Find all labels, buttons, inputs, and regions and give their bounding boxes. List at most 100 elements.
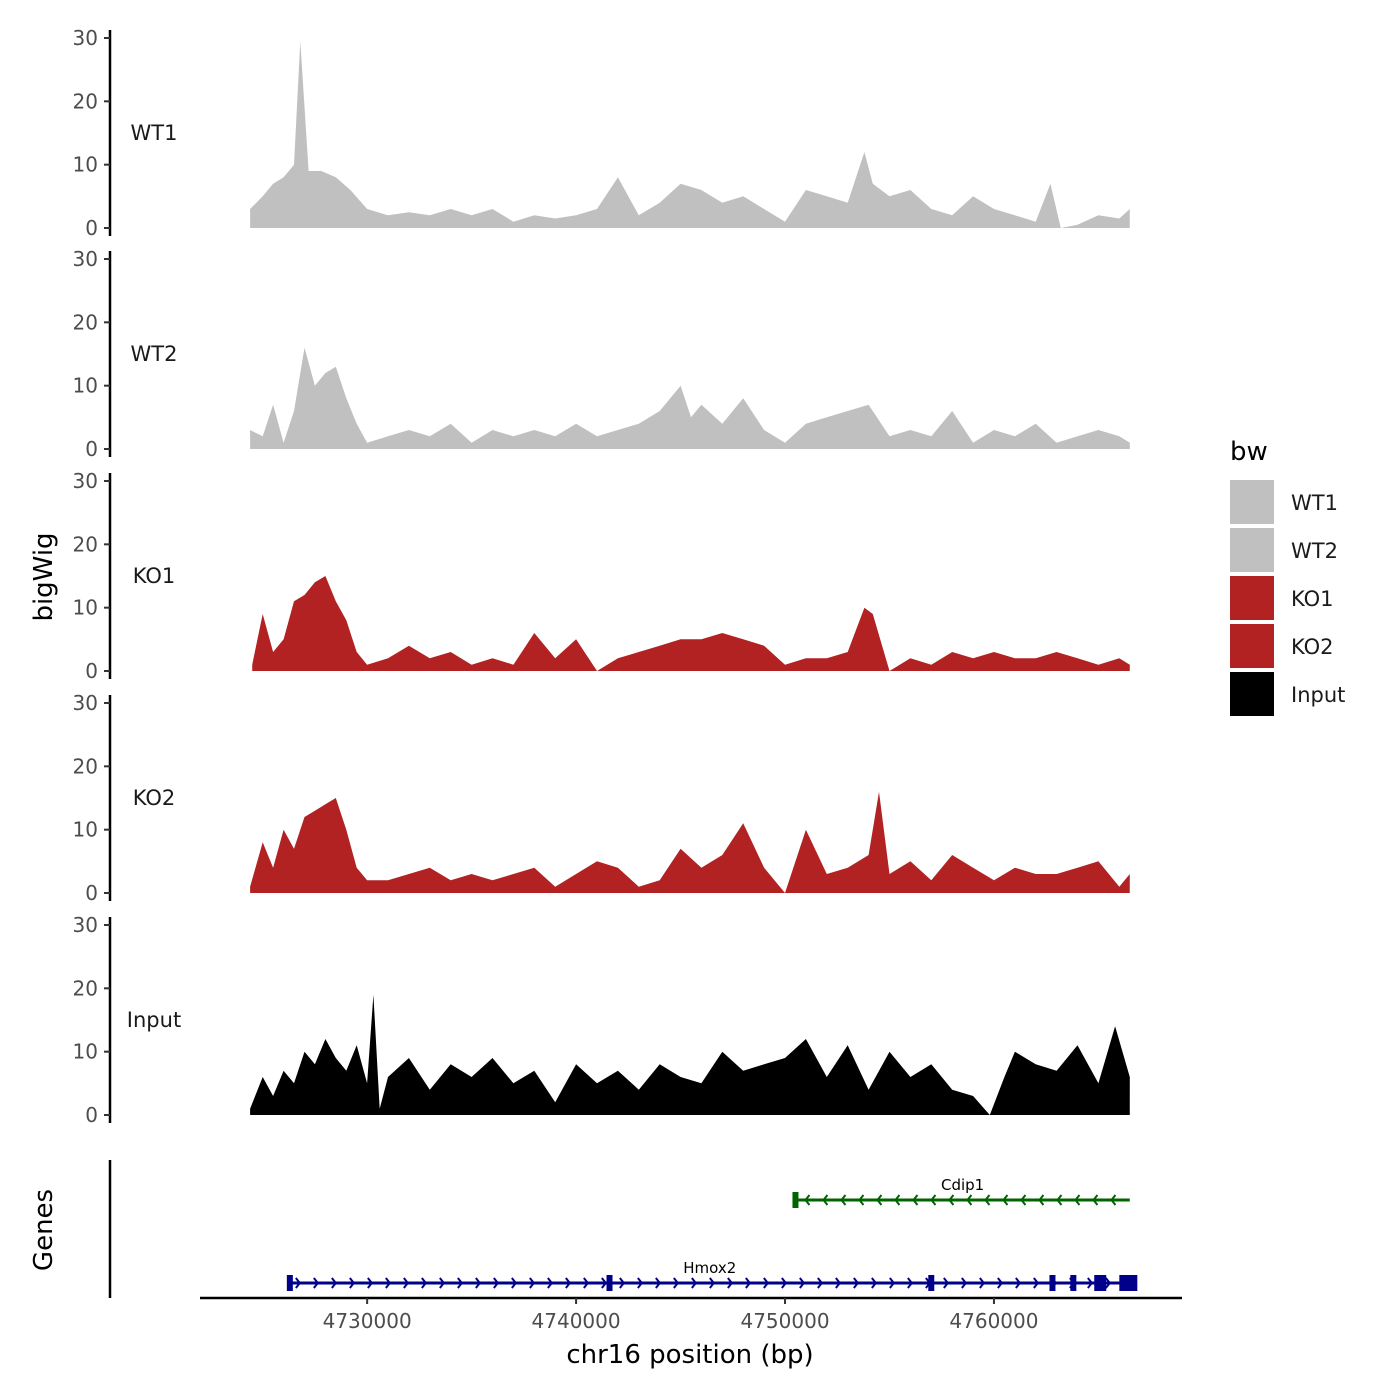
y-tick-label: 10 bbox=[73, 374, 98, 398]
strand-chevron bbox=[1033, 1277, 1040, 1289]
y-axis-title: bigWig bbox=[29, 532, 59, 621]
strand-chevron bbox=[822, 1194, 829, 1206]
strand-chevron bbox=[583, 1277, 590, 1289]
strand-chevron bbox=[727, 1277, 734, 1289]
strand-chevron bbox=[817, 1277, 824, 1289]
strand-chevron bbox=[876, 1194, 883, 1206]
strand-chevron bbox=[840, 1194, 847, 1206]
legend-label-wt2: WT2 bbox=[1291, 539, 1338, 563]
strand-chevron bbox=[1002, 1194, 1009, 1206]
exon-mark bbox=[1070, 1275, 1077, 1291]
legend-label-input: Input bbox=[1291, 683, 1345, 707]
strand-chevron bbox=[367, 1277, 374, 1289]
strand-chevron bbox=[997, 1277, 1004, 1289]
exon-mark bbox=[286, 1275, 293, 1291]
genes-group: Cdip1 Hmox2 bbox=[108, 1160, 1138, 1298]
strand-chevron bbox=[1020, 1194, 1027, 1206]
strand-chevron bbox=[493, 1277, 500, 1289]
x-tick-label: 4730000 bbox=[323, 1309, 412, 1333]
y-tick-label: 0 bbox=[85, 1103, 98, 1127]
strand-chevron bbox=[853, 1277, 860, 1289]
strand-chevron bbox=[457, 1277, 464, 1289]
strand-chevron bbox=[1105, 1277, 1112, 1289]
x-tick-label: 4760000 bbox=[949, 1309, 1038, 1333]
track-label: KO2 bbox=[133, 786, 176, 810]
strand-chevron bbox=[673, 1277, 680, 1289]
y-tick-label: 10 bbox=[73, 596, 98, 620]
y-tick-label: 20 bbox=[73, 532, 98, 556]
exon-mark bbox=[606, 1275, 613, 1291]
genes-axis-title: Genes bbox=[29, 1189, 59, 1271]
series-area-wt2 bbox=[250, 347, 1130, 449]
legend-label-ko1: KO1 bbox=[1291, 587, 1334, 611]
strand-chevron bbox=[912, 1194, 919, 1206]
strand-chevron bbox=[894, 1194, 901, 1206]
strand-chevron bbox=[889, 1277, 896, 1289]
track-label: KO1 bbox=[133, 564, 176, 588]
strand-chevron bbox=[835, 1277, 842, 1289]
strand-chevron bbox=[421, 1277, 428, 1289]
strand-chevron bbox=[439, 1277, 446, 1289]
legend-label-wt1: WT1 bbox=[1291, 491, 1338, 515]
strand-chevron bbox=[1092, 1194, 1099, 1206]
gene-label: Hmox2 bbox=[683, 1259, 736, 1277]
gene-label: Cdip1 bbox=[941, 1176, 984, 1194]
strand-chevron bbox=[619, 1277, 626, 1289]
legend-swatch-input bbox=[1230, 672, 1274, 716]
x-tick-label: 4750000 bbox=[740, 1309, 829, 1333]
y-tick-label: 30 bbox=[73, 247, 98, 271]
strand-chevron bbox=[907, 1277, 914, 1289]
strand-chevron bbox=[475, 1277, 482, 1289]
legend-label-ko2: KO2 bbox=[1291, 635, 1334, 659]
legend-swatch-ko1 bbox=[1230, 576, 1274, 620]
strand-chevron bbox=[331, 1277, 338, 1289]
legend-swatch-ko2 bbox=[1230, 624, 1274, 668]
exon-block bbox=[1094, 1275, 1107, 1291]
track-label: WT1 bbox=[131, 121, 178, 145]
strand-chevron bbox=[637, 1277, 644, 1289]
x-axis-title: chr16 position (bp) bbox=[566, 1340, 813, 1370]
x-tick-label: 4740000 bbox=[532, 1309, 621, 1333]
series-area-wt1 bbox=[250, 41, 1130, 229]
y-tick-label: 20 bbox=[73, 89, 98, 113]
track-label: Input bbox=[127, 1008, 181, 1032]
y-tick-label: 20 bbox=[73, 310, 98, 334]
y-tick-label: 30 bbox=[73, 469, 98, 493]
strand-chevron bbox=[691, 1277, 698, 1289]
tracks-group: 0 10 20 30 WT1 0 10 20 30 WT2 0 10 20 30 KO1 0 10 20 30 KO2… bbox=[73, 26, 1130, 1127]
strand-chevron bbox=[655, 1277, 662, 1289]
series-area-ko1 bbox=[252, 576, 1130, 671]
track-input: 0 10 20 30 Input bbox=[73, 913, 1130, 1127]
strand-chevron bbox=[979, 1277, 986, 1289]
strand-chevron bbox=[511, 1277, 518, 1289]
legend-swatch-wt2 bbox=[1230, 528, 1274, 572]
strand-chevron bbox=[930, 1194, 937, 1206]
legend: WT1 WT2 KO1 KO2 Input bbox=[1230, 480, 1345, 716]
strand-chevron bbox=[858, 1194, 865, 1206]
y-tick-label: 30 bbox=[73, 913, 98, 937]
exon-mark bbox=[928, 1275, 935, 1291]
y-tick-label: 30 bbox=[73, 691, 98, 715]
track-ko1: 0 10 20 30 KO1 bbox=[73, 469, 1130, 683]
strand-chevron bbox=[403, 1277, 410, 1289]
strand-chevron bbox=[966, 1194, 973, 1206]
y-tick-label: 0 bbox=[85, 881, 98, 905]
strand-chevron bbox=[547, 1277, 554, 1289]
y-tick-label: 10 bbox=[73, 818, 98, 842]
strand-chevron bbox=[1110, 1194, 1117, 1206]
strand-chevron bbox=[313, 1277, 320, 1289]
y-tick-label: 0 bbox=[85, 216, 98, 240]
y-tick-label: 10 bbox=[73, 1040, 98, 1064]
strand-chevron bbox=[961, 1277, 968, 1289]
legend-swatch-wt1 bbox=[1230, 480, 1274, 524]
series-area-ko2 bbox=[250, 791, 1130, 893]
track-wt2: 0 10 20 30 WT2 bbox=[73, 247, 1130, 461]
strand-chevron bbox=[349, 1277, 356, 1289]
y-tick-label: 10 bbox=[73, 153, 98, 177]
strand-chevron bbox=[871, 1277, 878, 1289]
strand-chevron bbox=[984, 1194, 991, 1206]
strand-chevron bbox=[1087, 1277, 1094, 1289]
track-wt1: 0 10 20 30 WT1 bbox=[73, 26, 1130, 240]
strand-chevron bbox=[565, 1277, 572, 1289]
